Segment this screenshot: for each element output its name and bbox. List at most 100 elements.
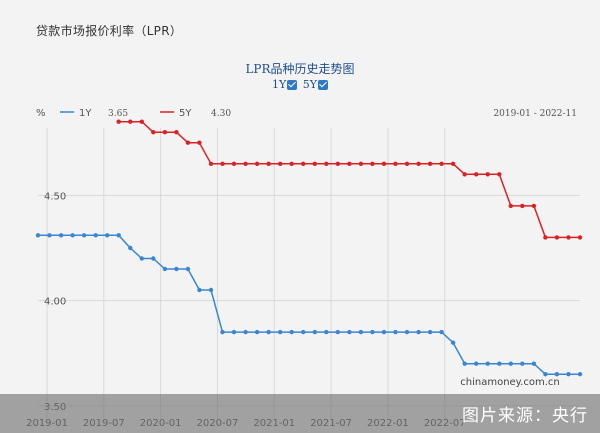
data-point-1y[interactable]: [116, 233, 121, 238]
data-point-5y[interactable]: [116, 119, 121, 124]
data-point-5y[interactable]: [208, 161, 214, 166]
data-point-1y[interactable]: [139, 256, 144, 261]
data-point-1y[interactable]: [358, 329, 364, 335]
series-line-5y: [118, 120, 580, 239]
data-point-1y[interactable]: [58, 233, 64, 238]
legend-1y-value: 3.65: [108, 109, 128, 119]
data-point-5y[interactable]: [128, 119, 133, 124]
data-point-5y[interactable]: [289, 161, 294, 166]
data-point-1y[interactable]: [450, 340, 456, 345]
toggle-1y-checkbox[interactable]: [287, 79, 298, 90]
data-point-5y[interactable]: [462, 172, 467, 177]
data-point-5y[interactable]: [485, 172, 490, 177]
data-point-1y[interactable]: [370, 329, 375, 335]
data-point-5y[interactable]: [301, 161, 306, 166]
data-point-1y[interactable]: [554, 372, 560, 377]
watermark-text: 图片来源：央行: [462, 406, 588, 426]
data-point-5y[interactable]: [508, 203, 513, 209]
data-point-5y[interactable]: [577, 235, 583, 240]
data-point-1y[interactable]: [381, 329, 387, 335]
data-point-1y[interactable]: [174, 266, 179, 272]
data-point-1y[interactable]: [497, 361, 502, 366]
data-point-5y[interactable]: [174, 130, 179, 135]
data-point-1y[interactable]: [531, 361, 537, 366]
data-point-1y[interactable]: [128, 245, 133, 251]
data-point-5y[interactable]: [393, 161, 398, 166]
data-point-1y[interactable]: [162, 266, 168, 272]
data-point-1y[interactable]: [185, 266, 191, 272]
data-point-1y[interactable]: [474, 361, 479, 366]
data-point-5y[interactable]: [278, 161, 283, 166]
data-point-5y[interactable]: [220, 161, 225, 166]
data-point-1y[interactable]: [566, 372, 571, 377]
data-point-5y[interactable]: [243, 161, 248, 166]
data-point-1y[interactable]: [151, 256, 156, 261]
data-point-5y[interactable]: [416, 161, 421, 166]
data-point-5y[interactable]: [324, 161, 329, 166]
data-point-1y[interactable]: [508, 361, 513, 366]
data-point-1y[interactable]: [81, 233, 87, 238]
data-point-5y[interactable]: [439, 161, 444, 166]
chart-series: [35, 119, 583, 377]
data-point-1y[interactable]: [404, 329, 410, 335]
data-point-5y[interactable]: [566, 235, 571, 240]
data-point-1y[interactable]: [520, 361, 525, 366]
series-line-1y: [38, 234, 580, 375]
data-point-5y[interactable]: [520, 203, 525, 209]
data-point-5y[interactable]: [543, 235, 548, 240]
data-point-1y[interactable]: [254, 329, 260, 335]
data-point-1y[interactable]: [243, 329, 248, 335]
data-point-1y[interactable]: [301, 329, 306, 335]
data-point-1y[interactable]: [416, 329, 421, 335]
toggle-5y[interactable]: 5Y: [303, 78, 329, 91]
data-point-1y[interactable]: [266, 329, 271, 335]
data-point-5y[interactable]: [404, 161, 410, 166]
data-point-1y[interactable]: [577, 372, 583, 377]
data-point-1y[interactable]: [439, 329, 444, 335]
data-point-5y[interactable]: [197, 140, 202, 145]
data-point-1y[interactable]: [47, 233, 52, 238]
data-point-5y[interactable]: [427, 161, 433, 166]
data-point-5y[interactable]: [151, 130, 156, 135]
data-point-5y[interactable]: [139, 119, 144, 124]
data-point-1y[interactable]: [312, 329, 317, 335]
data-point-5y[interactable]: [531, 203, 537, 209]
data-point-1y[interactable]: [393, 329, 398, 335]
data-point-5y[interactable]: [554, 235, 560, 240]
data-point-5y[interactable]: [312, 161, 317, 166]
data-point-1y[interactable]: [197, 287, 202, 293]
data-point-5y[interactable]: [335, 161, 340, 166]
data-point-1y[interactable]: [35, 233, 41, 238]
data-point-5y[interactable]: [162, 130, 168, 135]
data-point-1y[interactable]: [220, 329, 225, 335]
series-toggles: 1Y 5Y: [0, 78, 600, 91]
toggle-1y[interactable]: 1Y: [272, 78, 298, 91]
data-point-1y[interactable]: [105, 233, 110, 238]
data-point-5y[interactable]: [231, 161, 237, 166]
data-point-1y[interactable]: [324, 329, 329, 335]
data-point-1y[interactable]: [427, 329, 433, 335]
data-point-1y[interactable]: [335, 329, 340, 335]
data-point-5y[interactable]: [358, 161, 364, 166]
data-point-1y[interactable]: [462, 361, 467, 366]
data-point-5y[interactable]: [266, 161, 271, 166]
data-point-1y[interactable]: [70, 233, 75, 238]
data-point-1y[interactable]: [278, 329, 283, 335]
data-point-1y[interactable]: [289, 329, 294, 335]
data-point-5y[interactable]: [497, 172, 502, 177]
data-point-1y[interactable]: [231, 329, 237, 335]
date-range-label: 2019-01 - 2022-11: [493, 109, 577, 119]
data-point-5y[interactable]: [450, 161, 456, 166]
data-point-5y[interactable]: [185, 140, 191, 145]
toggle-5y-checkbox[interactable]: [318, 79, 329, 90]
data-point-1y[interactable]: [347, 329, 352, 335]
data-point-5y[interactable]: [254, 161, 260, 166]
data-point-1y[interactable]: [543, 372, 548, 377]
data-point-1y[interactable]: [485, 361, 490, 366]
data-point-5y[interactable]: [370, 161, 375, 166]
data-point-1y[interactable]: [93, 233, 98, 238]
data-point-5y[interactable]: [474, 172, 479, 177]
data-point-5y[interactable]: [381, 161, 387, 166]
data-point-1y[interactable]: [208, 287, 214, 293]
data-point-5y[interactable]: [347, 161, 352, 166]
